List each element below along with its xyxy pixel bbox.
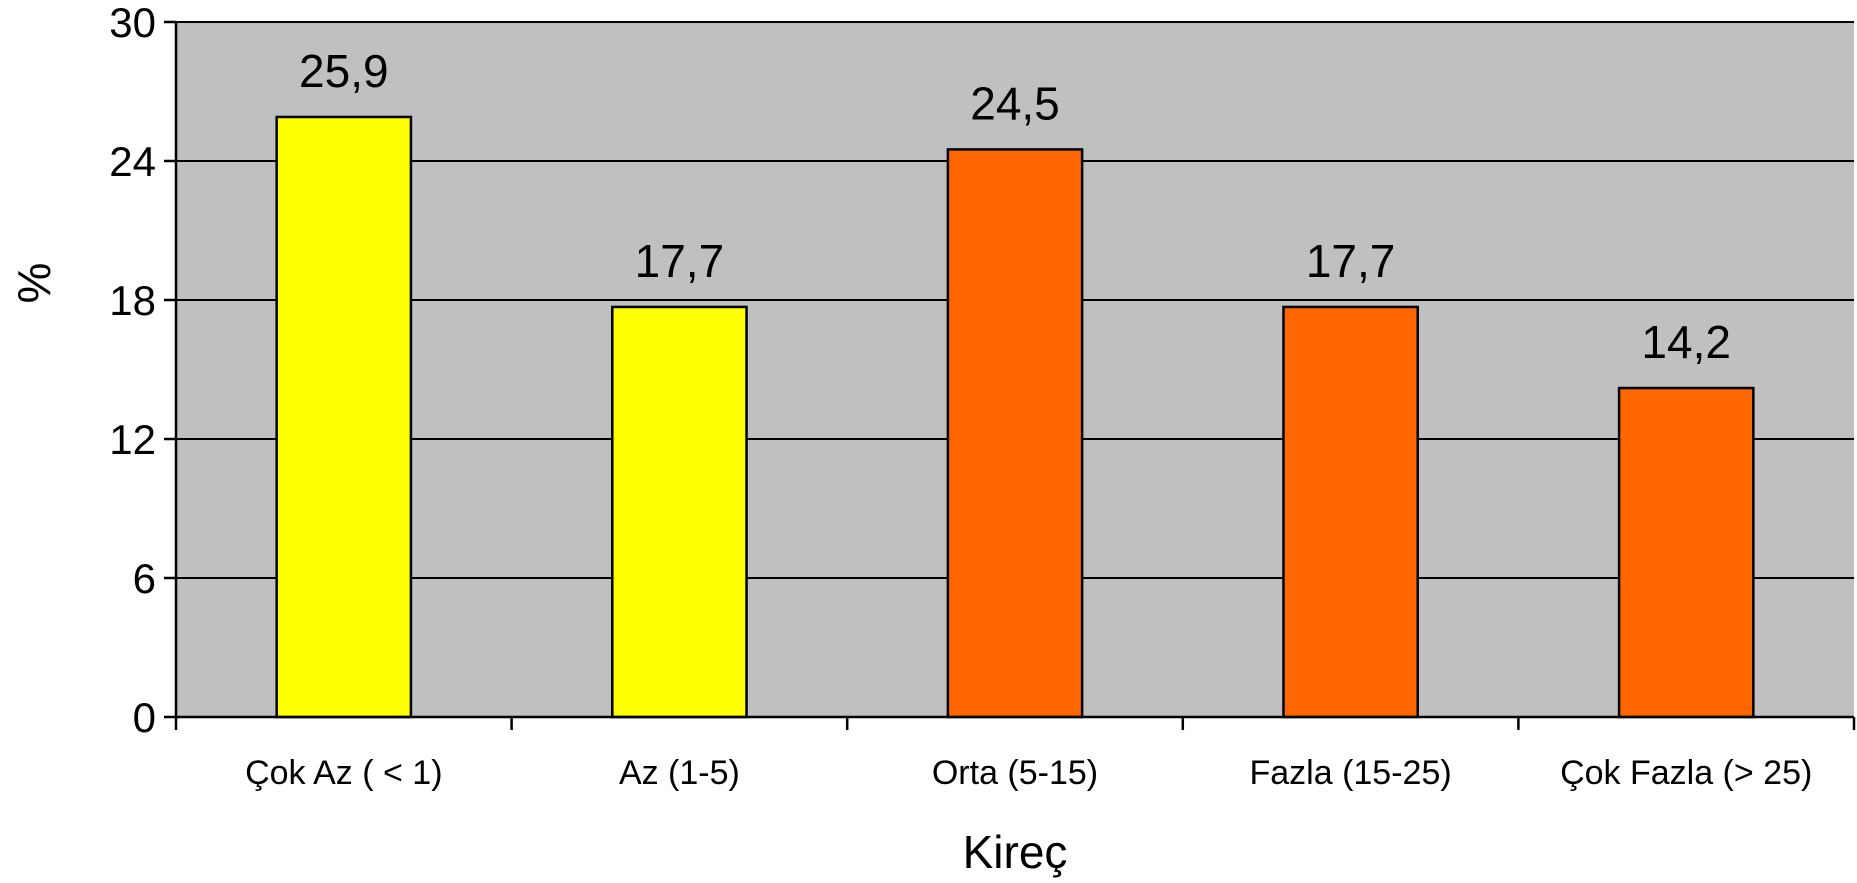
y-tick-label: 24 bbox=[109, 138, 156, 185]
x-axis-title: Kireç bbox=[963, 826, 1068, 878]
y-tick-label: 30 bbox=[109, 0, 156, 46]
y-tick-label: 6 bbox=[133, 555, 156, 602]
data-label: 14,2 bbox=[1641, 316, 1731, 368]
y-ticks: 0 6 12 18 24 30 bbox=[109, 0, 176, 741]
category-label: Orta (5-15) bbox=[932, 754, 1098, 792]
data-label: 24,5 bbox=[970, 77, 1060, 129]
bar bbox=[275, 115, 413, 719]
category-label: Çok Fazla (> 25) bbox=[1560, 754, 1812, 792]
bar bbox=[611, 305, 748, 719]
category-label: Fazla (15-25) bbox=[1249, 754, 1451, 792]
bars bbox=[275, 115, 1755, 719]
bar bbox=[1282, 305, 1419, 719]
bar bbox=[946, 148, 1084, 719]
bar bbox=[1617, 386, 1755, 719]
data-label: 25,9 bbox=[299, 45, 389, 97]
data-label: 17,7 bbox=[635, 235, 725, 287]
y-tick-label: 12 bbox=[109, 416, 156, 463]
category-labels: Çok Az ( < 1) Az (1-5) Orta (5-15) Fazla (1… bbox=[245, 754, 1812, 792]
category-label: Az (1-5) bbox=[619, 754, 740, 792]
y-axis-title: % bbox=[8, 263, 60, 304]
x-ticks bbox=[174, 717, 1856, 730]
y-tick-label: 18 bbox=[109, 277, 156, 324]
y-tick-label: 0 bbox=[133, 694, 156, 741]
data-labels: 25,9 17,7 24,5 17,7 14,2 bbox=[299, 45, 1731, 368]
data-label: 17,7 bbox=[1306, 235, 1396, 287]
category-label: Çok Az ( < 1) bbox=[245, 754, 442, 792]
